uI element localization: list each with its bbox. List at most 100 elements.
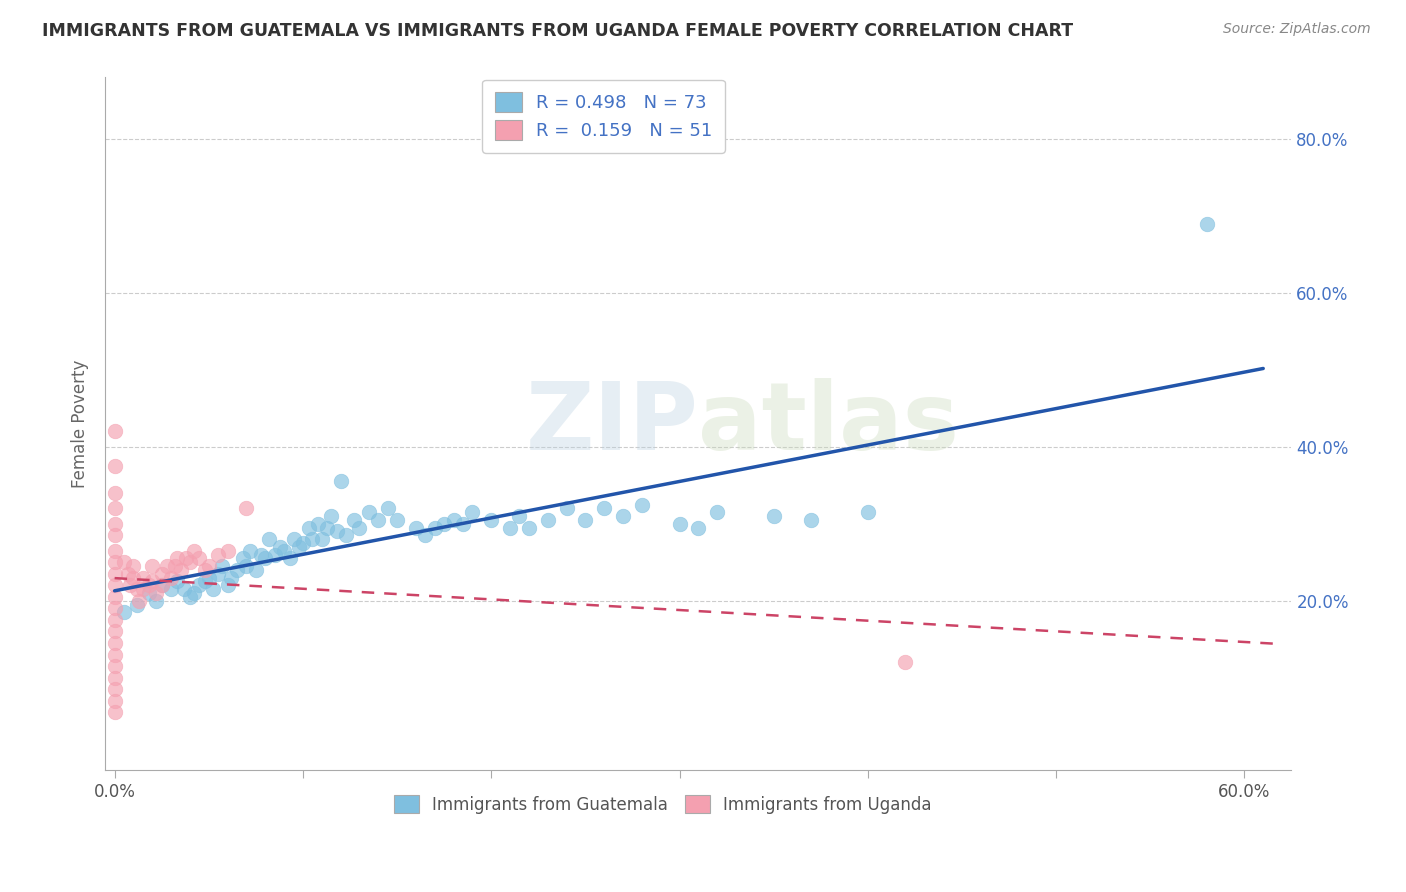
Point [856, 505, 879, 519]
Point [150, 578, 173, 592]
Point [141, 559, 163, 574]
Point [316, 520, 339, 534]
Point [1195, 217, 1218, 231]
Point [894, 655, 917, 669]
Point [232, 551, 254, 566]
Point [321, 509, 343, 524]
Point [179, 555, 201, 569]
Point [173, 582, 195, 596]
Point [104, 458, 127, 473]
Point [479, 513, 502, 527]
Point [194, 574, 217, 589]
Point [183, 586, 205, 600]
Point [508, 509, 530, 524]
Point [104, 543, 127, 558]
Point [257, 532, 280, 546]
Point [104, 636, 127, 650]
Point [138, 578, 160, 592]
Point [169, 563, 191, 577]
Point [499, 520, 522, 534]
Point [291, 536, 314, 550]
Point [517, 520, 540, 534]
Point [104, 601, 127, 615]
Point [160, 571, 183, 585]
Point [226, 563, 249, 577]
Point [104, 613, 127, 627]
Point [385, 513, 408, 527]
Point [150, 566, 173, 581]
Point [117, 566, 139, 581]
Point [221, 571, 243, 585]
Point [104, 590, 127, 604]
Point [188, 578, 211, 592]
Point [104, 566, 127, 581]
Point [145, 593, 167, 607]
Point [197, 559, 219, 574]
Point [104, 694, 127, 708]
Point [174, 551, 197, 566]
Point [239, 543, 262, 558]
Point [207, 566, 229, 581]
Point [307, 516, 329, 531]
Point [194, 563, 217, 577]
Y-axis label: Female Poverty: Female Poverty [72, 359, 89, 488]
Point [201, 582, 224, 596]
Point [329, 475, 352, 489]
Point [433, 516, 456, 531]
Point [104, 486, 127, 500]
Point [451, 516, 474, 531]
Point [357, 505, 380, 519]
Point [311, 532, 333, 546]
Point [283, 532, 305, 546]
Point [413, 528, 436, 542]
Point [150, 578, 173, 592]
Point [104, 516, 127, 531]
Point [132, 571, 155, 585]
Point [668, 516, 690, 531]
Point [343, 513, 366, 527]
Point [104, 578, 127, 592]
Legend: Immigrants from Guatemala, Immigrants from Uganda: Immigrants from Guatemala, Immigrants fr… [384, 785, 942, 824]
Point [188, 551, 211, 566]
Point [326, 524, 349, 539]
Point [197, 571, 219, 585]
Point [127, 582, 149, 596]
Point [377, 501, 399, 516]
Point [145, 586, 167, 600]
Point [273, 543, 295, 558]
Point [235, 559, 257, 574]
Point [122, 559, 145, 574]
Point [254, 551, 277, 566]
Point [104, 624, 127, 639]
Point [104, 682, 127, 697]
Point [800, 513, 823, 527]
Point [461, 505, 484, 519]
Point [217, 543, 239, 558]
Point [762, 509, 785, 524]
Text: ZIP: ZIP [526, 377, 699, 470]
Point [138, 586, 160, 600]
Point [104, 501, 127, 516]
Point [211, 559, 233, 574]
Point [263, 548, 285, 562]
Point [250, 548, 273, 562]
Point [269, 540, 291, 554]
Point [104, 659, 127, 673]
Point [278, 551, 301, 566]
Text: IMMIGRANTS FROM GUATEMALA VS IMMIGRANTS FROM UGANDA FEMALE POVERTY CORRELATION C: IMMIGRANTS FROM GUATEMALA VS IMMIGRANTS … [42, 22, 1073, 40]
Point [104, 555, 127, 569]
Point [104, 706, 127, 720]
Point [207, 548, 229, 562]
Point [217, 578, 239, 592]
Point [104, 528, 127, 542]
Point [335, 528, 357, 542]
Point [122, 571, 145, 585]
Point [156, 559, 179, 574]
Point [706, 505, 728, 519]
Point [118, 578, 141, 592]
Point [141, 574, 163, 589]
Point [612, 509, 634, 524]
Point [593, 501, 616, 516]
Point [423, 520, 446, 534]
Point [688, 520, 710, 534]
